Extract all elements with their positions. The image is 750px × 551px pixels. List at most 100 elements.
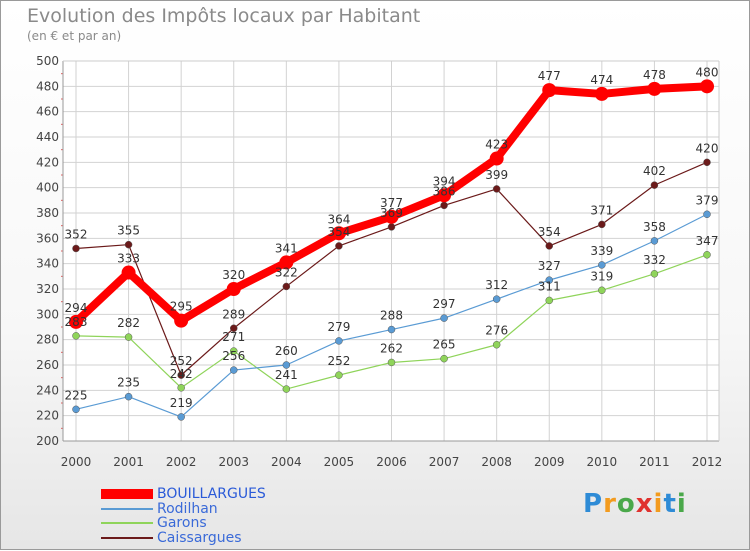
data-label: 341 bbox=[275, 241, 298, 255]
y-tick-label: 480 bbox=[36, 79, 59, 93]
logo-letter: i bbox=[676, 489, 687, 519]
data-label: 352 bbox=[65, 227, 88, 241]
data-label: 322 bbox=[275, 265, 298, 279]
data-point bbox=[440, 201, 448, 210]
data-point bbox=[492, 340, 501, 349]
logo-letter: o bbox=[616, 489, 636, 519]
data-label: 235 bbox=[117, 376, 140, 390]
y-tick-label: 360 bbox=[36, 231, 59, 245]
data-point bbox=[647, 81, 662, 96]
data-label: 371 bbox=[590, 203, 613, 217]
data-label: 219 bbox=[170, 396, 193, 410]
data-label: 339 bbox=[590, 244, 613, 258]
logo-letter: i bbox=[653, 489, 664, 519]
data-label: 423 bbox=[485, 138, 508, 152]
x-tick-label: 2005 bbox=[324, 455, 355, 469]
data-label: 420 bbox=[696, 141, 719, 155]
data-point bbox=[282, 385, 291, 393]
data-label: 369 bbox=[380, 206, 403, 220]
data-point bbox=[703, 251, 711, 259]
data-label: 480 bbox=[696, 65, 719, 79]
data-point bbox=[335, 242, 343, 250]
chart-subtitle: (en € et par an) bbox=[27, 29, 122, 43]
series-caissargues bbox=[72, 158, 711, 379]
x-tick-label: 2000 bbox=[61, 455, 92, 469]
data-label: 327 bbox=[538, 259, 561, 273]
data-label: 283 bbox=[65, 315, 88, 329]
y-tick-label: 220 bbox=[36, 409, 59, 423]
logo-letter: t bbox=[663, 489, 677, 519]
data-label: 252 bbox=[327, 354, 350, 368]
data-point bbox=[387, 325, 396, 334]
legend-item: Garons bbox=[101, 516, 266, 531]
legend-label: BOUILLARGUES bbox=[157, 486, 266, 503]
data-label: 354 bbox=[327, 225, 350, 239]
y-tick-label: 440 bbox=[36, 130, 59, 144]
y-tick-label: 300 bbox=[36, 307, 59, 321]
data-label: 379 bbox=[696, 193, 719, 207]
data-point bbox=[489, 151, 504, 166]
data-point bbox=[594, 86, 609, 101]
y-tick-label: 320 bbox=[36, 282, 59, 296]
data-point bbox=[72, 405, 80, 414]
data-label: 289 bbox=[222, 307, 245, 321]
data-point bbox=[279, 255, 294, 270]
logo-letter: r bbox=[603, 489, 617, 519]
data-label: 256 bbox=[222, 349, 245, 363]
data-point bbox=[440, 314, 448, 322]
legend-swatch bbox=[101, 489, 153, 500]
data-point bbox=[492, 185, 501, 193]
data-label: 262 bbox=[380, 341, 403, 355]
x-tick-label: 2007 bbox=[429, 455, 460, 469]
x-tick-label: 2001 bbox=[113, 455, 144, 469]
proxiti-logo: Proxiti bbox=[583, 489, 687, 519]
legend-item: Rodilhan bbox=[101, 502, 266, 517]
data-point bbox=[124, 392, 133, 401]
data-point bbox=[335, 371, 343, 379]
data-point bbox=[282, 282, 291, 291]
data-point bbox=[387, 358, 396, 367]
data-point bbox=[177, 371, 185, 379]
data-label: 399 bbox=[485, 168, 508, 182]
data-label: 252 bbox=[170, 354, 193, 368]
data-label: 279 bbox=[327, 320, 350, 334]
data-label: 347 bbox=[696, 234, 719, 248]
data-point bbox=[703, 158, 711, 167]
data-point bbox=[387, 223, 396, 231]
data-point bbox=[121, 265, 136, 280]
legend-label: Caissargues bbox=[157, 529, 242, 546]
data-point bbox=[124, 240, 133, 249]
data-label: 474 bbox=[590, 73, 613, 87]
series-bouillargues bbox=[69, 79, 714, 329]
data-point bbox=[542, 83, 557, 98]
data-label: 282 bbox=[117, 316, 140, 330]
data-point bbox=[72, 244, 80, 253]
data-point bbox=[492, 295, 501, 303]
data-label: 271 bbox=[222, 330, 245, 344]
data-label: 332 bbox=[643, 253, 666, 267]
chart-title: Evolution des Impôts locaux par Habitant bbox=[27, 5, 421, 27]
x-tick-label: 2002 bbox=[166, 455, 197, 469]
data-point bbox=[69, 314, 83, 329]
data-point bbox=[335, 337, 343, 345]
x-tick-label: 2012 bbox=[692, 455, 723, 469]
data-point bbox=[282, 361, 291, 369]
data-label: 311 bbox=[538, 279, 561, 293]
chart-legend: BOUILLARGUES Rodilhan Garons Caissargues bbox=[101, 487, 266, 545]
y-tick-label: 380 bbox=[36, 206, 59, 220]
data-label: 355 bbox=[117, 224, 140, 238]
data-point bbox=[650, 181, 659, 189]
data-point bbox=[174, 313, 189, 328]
data-label: 241 bbox=[275, 368, 298, 382]
data-label: 294 bbox=[65, 301, 88, 315]
y-tick-label: 240 bbox=[36, 383, 59, 397]
data-label: 295 bbox=[170, 300, 193, 314]
data-label: 288 bbox=[380, 309, 403, 323]
data-point bbox=[177, 384, 185, 392]
data-point bbox=[124, 333, 133, 341]
legend-item: Caissargues bbox=[101, 531, 266, 546]
data-point bbox=[598, 286, 606, 295]
y-tick-label: 200 bbox=[36, 434, 59, 448]
